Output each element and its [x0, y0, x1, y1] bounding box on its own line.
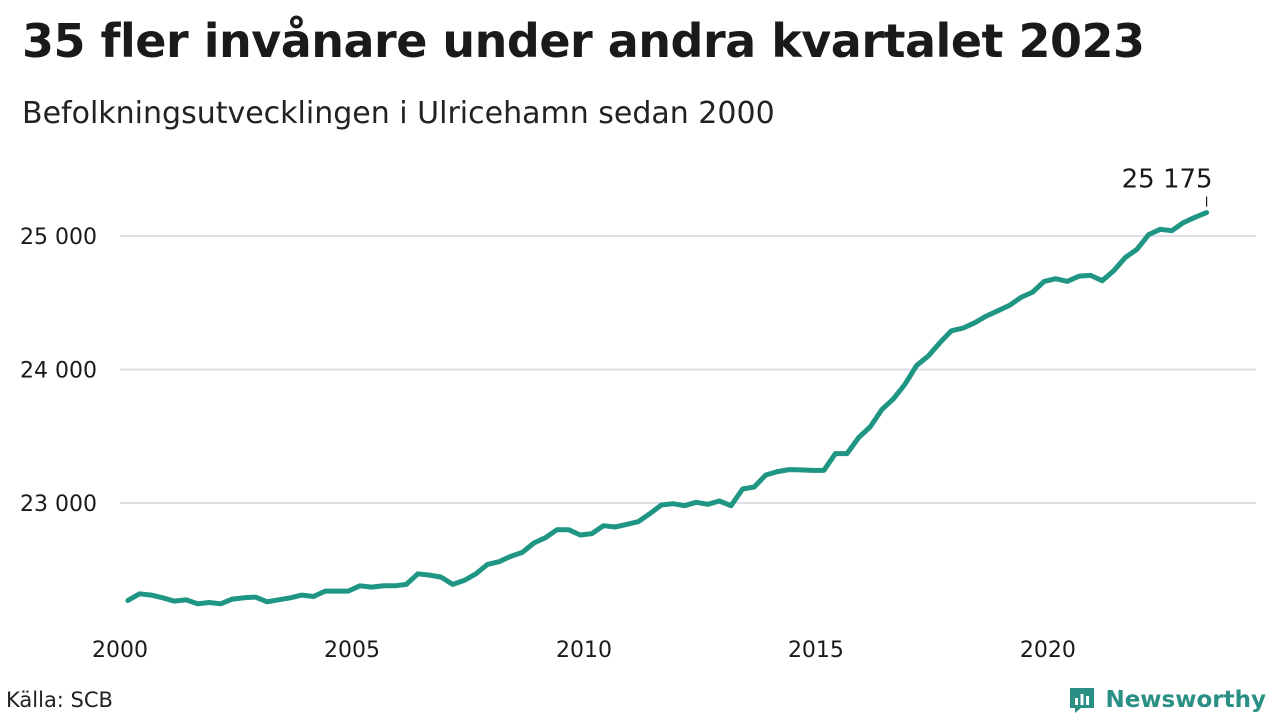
- x-axis: 2000 2005 2010 2015 2020: [92, 638, 1076, 663]
- x-tick-label: 2010: [556, 638, 612, 663]
- annotation-layer: 25 175: [1122, 165, 1213, 207]
- x-tick-label: 2005: [324, 638, 380, 663]
- newsworthy-logo-icon: [1070, 688, 1095, 713]
- y-axis: 23 000 24 000 25 000: [20, 225, 97, 517]
- source-label: Källa: SCB: [6, 688, 113, 712]
- chart-title: 35 fler invånare under andra kvartalet 2…: [22, 14, 1145, 68]
- chart-subtitle: Befolkningsutvecklingen i Ulricehamn sed…: [22, 96, 775, 131]
- y-tick-label: 24 000: [20, 359, 97, 384]
- y-tick-label: 23 000: [20, 492, 97, 517]
- brand-name: Newsworthy: [1105, 687, 1266, 713]
- annotation-label: 25 175: [1122, 165, 1213, 195]
- series-layer: [125, 210, 1210, 607]
- x-tick-label: 2020: [1020, 638, 1076, 663]
- series-line: [125, 210, 1210, 607]
- x-tick-label: 2015: [788, 638, 844, 663]
- brand-logo: Newsworthy: [1067, 684, 1266, 716]
- x-tick-label: 2000: [92, 638, 148, 663]
- y-tick-label: 25 000: [20, 225, 97, 250]
